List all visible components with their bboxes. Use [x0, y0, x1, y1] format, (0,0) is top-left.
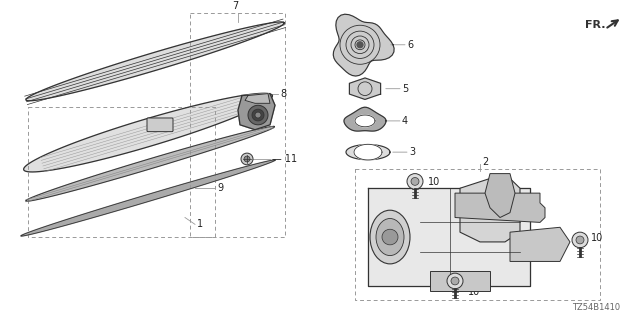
- Circle shape: [248, 105, 268, 125]
- Circle shape: [241, 153, 253, 165]
- Polygon shape: [355, 115, 375, 127]
- Text: 6: 6: [407, 40, 413, 50]
- Circle shape: [447, 273, 463, 289]
- Ellipse shape: [370, 210, 410, 264]
- Polygon shape: [455, 193, 545, 222]
- Text: 10: 10: [428, 177, 440, 188]
- Polygon shape: [26, 22, 284, 101]
- Polygon shape: [344, 107, 386, 131]
- Polygon shape: [430, 271, 490, 291]
- Text: 10: 10: [591, 233, 604, 243]
- Polygon shape: [460, 179, 520, 242]
- Text: 7: 7: [232, 1, 238, 11]
- Circle shape: [407, 174, 423, 189]
- Text: 2: 2: [482, 157, 488, 167]
- Circle shape: [244, 156, 250, 162]
- Circle shape: [572, 232, 588, 248]
- Polygon shape: [21, 160, 275, 236]
- Text: 9: 9: [217, 183, 223, 193]
- Text: 4: 4: [402, 116, 408, 126]
- Circle shape: [382, 229, 398, 245]
- Polygon shape: [24, 93, 273, 172]
- Text: 3: 3: [409, 147, 415, 157]
- Circle shape: [255, 112, 261, 118]
- Text: FR.: FR.: [585, 20, 605, 30]
- Text: — 11: — 11: [272, 154, 297, 164]
- Text: 8: 8: [280, 89, 286, 99]
- Text: 10: 10: [468, 287, 480, 297]
- Circle shape: [357, 42, 363, 48]
- FancyBboxPatch shape: [147, 118, 173, 132]
- Text: 1: 1: [197, 219, 203, 229]
- Polygon shape: [245, 93, 270, 103]
- Circle shape: [451, 277, 459, 285]
- Polygon shape: [333, 14, 394, 76]
- Circle shape: [411, 178, 419, 185]
- Polygon shape: [26, 126, 275, 201]
- Polygon shape: [238, 93, 275, 130]
- Polygon shape: [485, 174, 515, 218]
- Polygon shape: [368, 188, 530, 286]
- Ellipse shape: [376, 219, 404, 256]
- Text: TZ54B1410: TZ54B1410: [572, 303, 620, 312]
- Polygon shape: [354, 144, 382, 160]
- Polygon shape: [346, 145, 390, 160]
- Text: 5: 5: [402, 84, 408, 94]
- Circle shape: [252, 109, 264, 121]
- Polygon shape: [349, 78, 381, 100]
- Circle shape: [576, 236, 584, 244]
- Polygon shape: [510, 227, 570, 261]
